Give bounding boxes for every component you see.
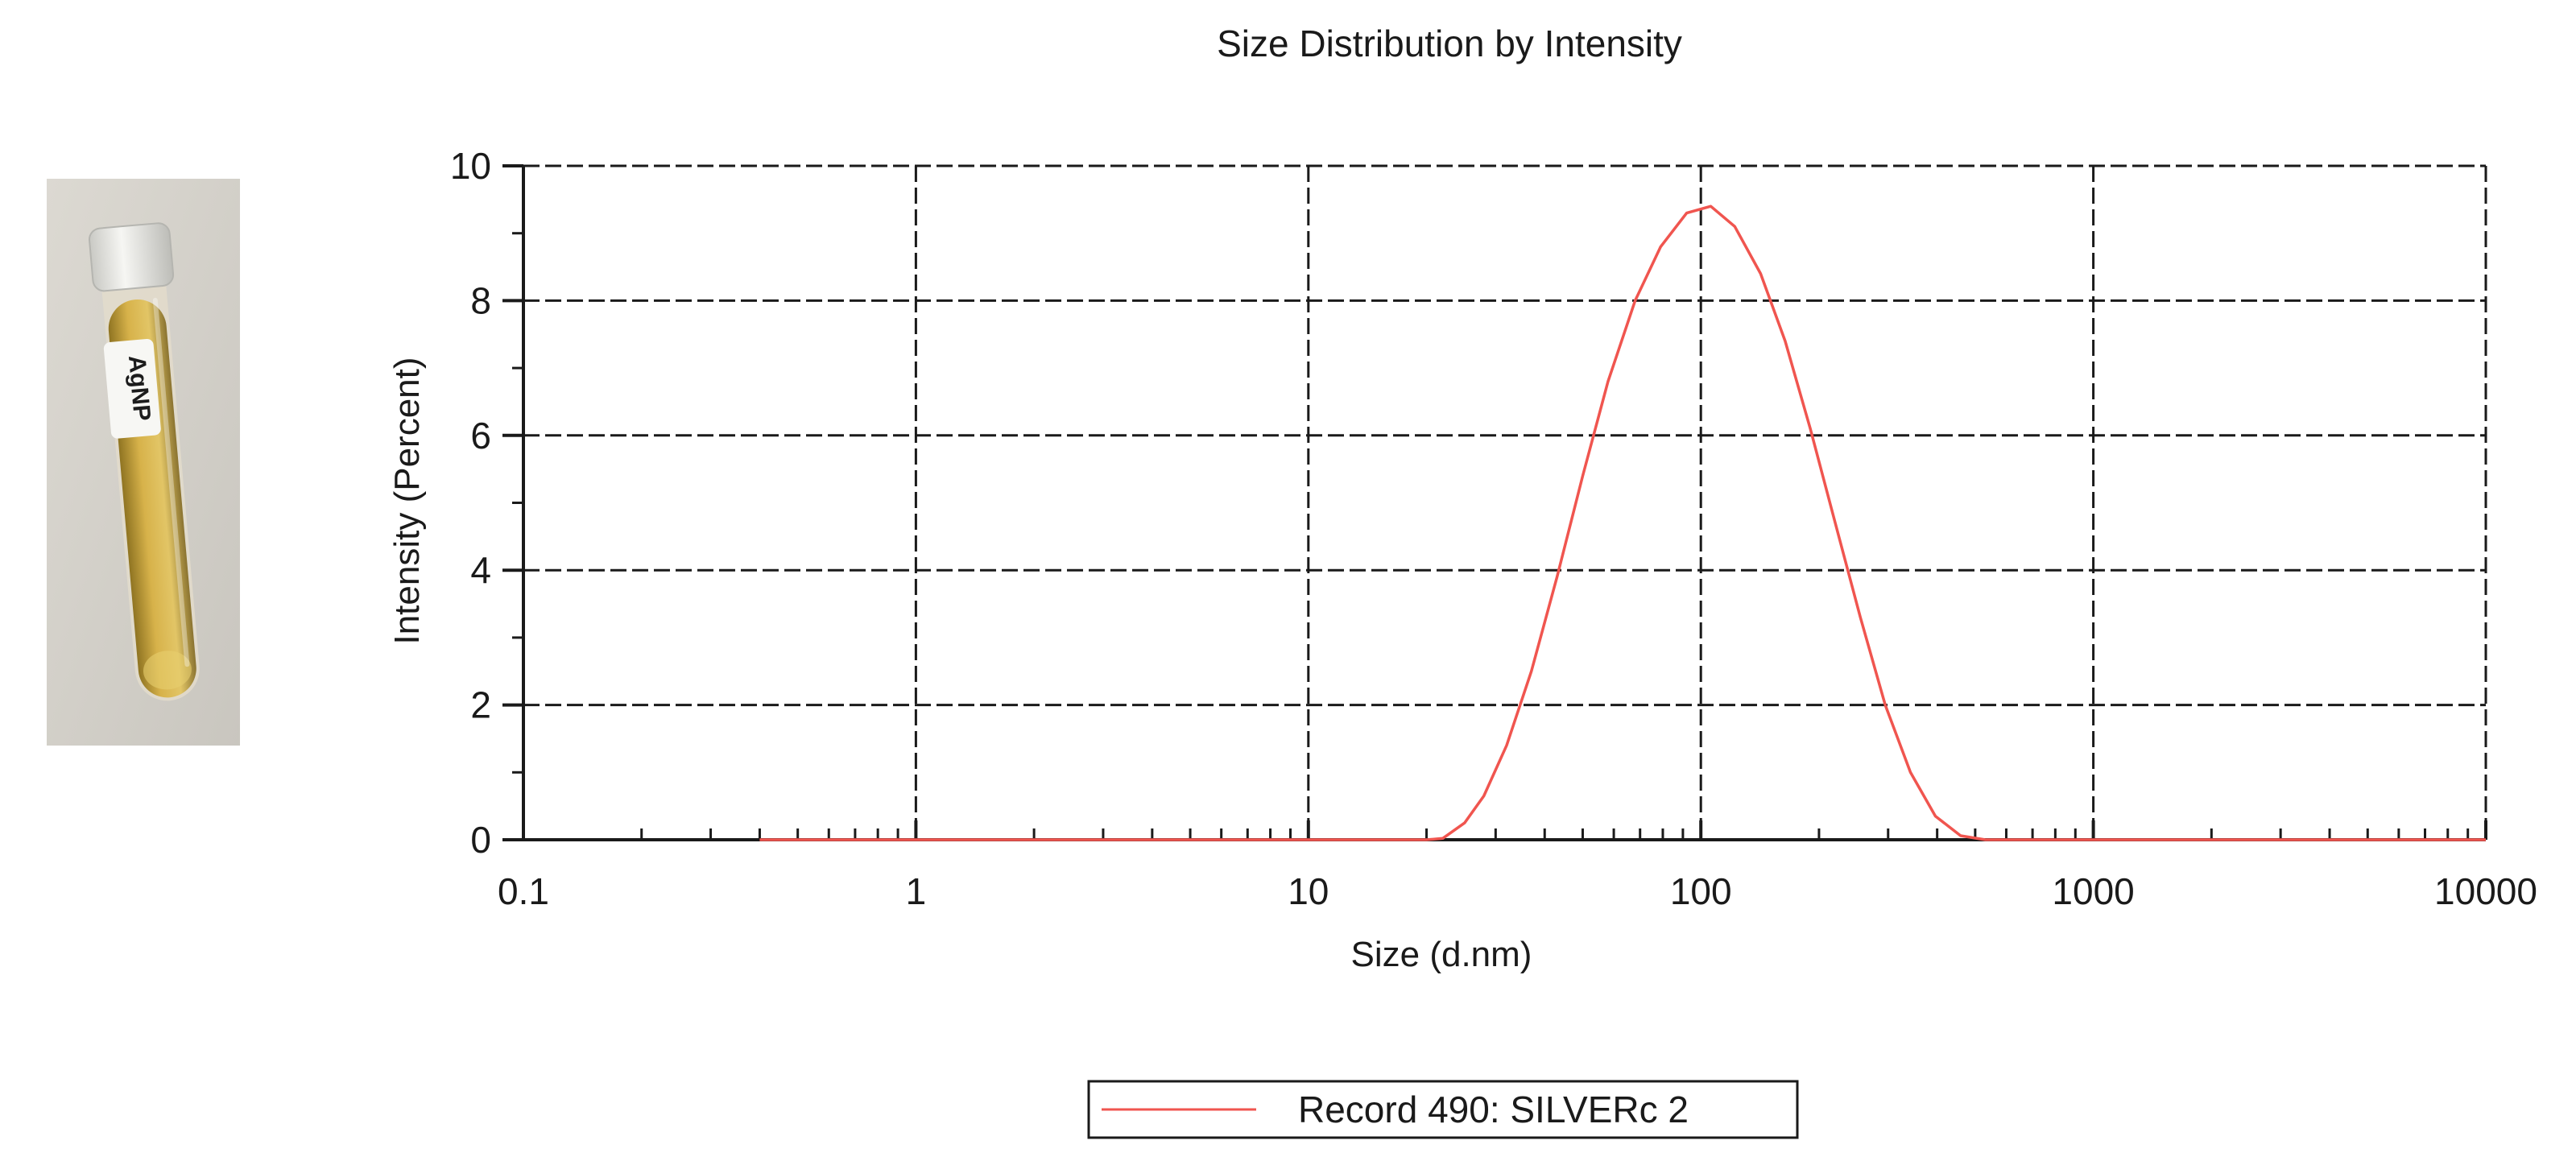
vial-label [103, 339, 161, 439]
vial-label-text: AgNP [123, 354, 155, 422]
y-axis-label: Intensity (Percent) [387, 357, 427, 644]
chart-legend: Record 490: SILVERc 2 [1087, 1080, 1799, 1139]
x-tick-label: 1000 [2052, 870, 2134, 912]
x-tick-label: 10 [1288, 870, 1329, 912]
data-series [759, 205, 2486, 841]
y-tick-label: 8 [470, 279, 491, 321]
axes [522, 166, 2487, 841]
y-tick-label: 0 [470, 819, 491, 861]
tick-marks [502, 164, 2487, 841]
vial-cap [89, 222, 175, 292]
x-tick-label: 10000 [2434, 870, 2537, 912]
legend-entry: Record 490: SILVERc 2 [1298, 1089, 1689, 1130]
x-tick-label: 0.1 [498, 870, 549, 912]
y-tick-label: 4 [470, 549, 491, 591]
grid-lines [523, 164, 2486, 840]
y-tick-label: 2 [470, 684, 491, 726]
chart-title: Size Distribution by Intensity [1217, 23, 1682, 64]
series-line-0 [759, 205, 2486, 841]
x-axis-label: Size (d.nm) [1351, 935, 1532, 974]
x-tick-label: 100 [1670, 870, 1732, 912]
sample-vial-photo: AgNP [47, 179, 240, 746]
y-tick-label: 10 [450, 145, 491, 187]
x-tick-label: 1 [906, 870, 927, 912]
tick-labels: 0 2 4 6 8 10 0.1 1 10 100 1000 10000 [450, 145, 2537, 912]
y-tick-label: 6 [470, 415, 491, 457]
